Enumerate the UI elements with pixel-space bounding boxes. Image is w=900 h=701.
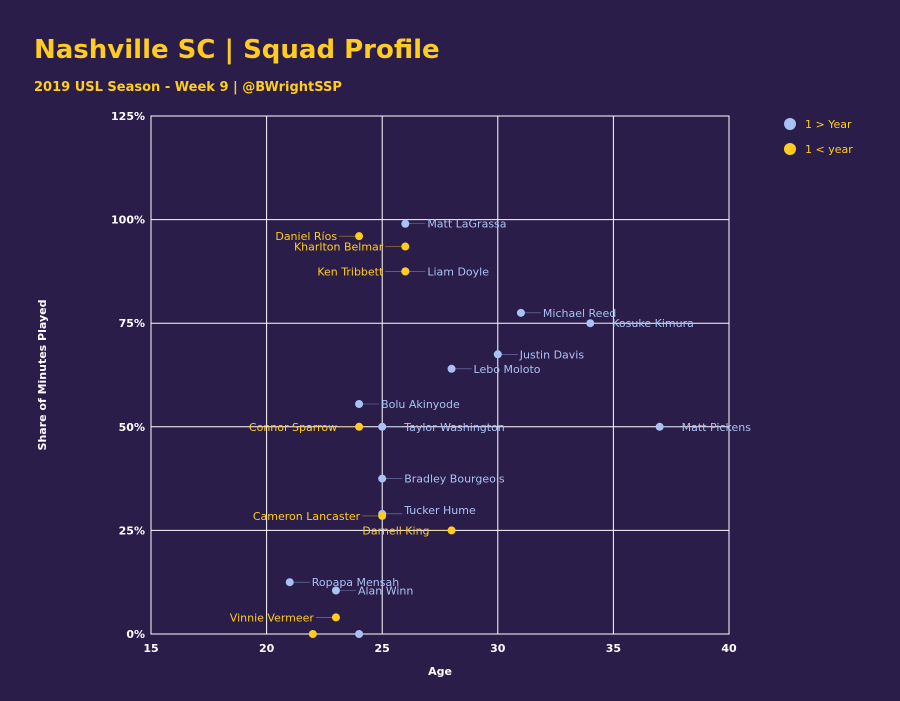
data-labels: Matt LaGrassa Liam Doyle Michael ReedKosuk… xyxy=(230,218,751,625)
point-label: Kharlton Belmar xyxy=(294,241,384,254)
legend-swatch xyxy=(784,143,796,155)
point-label: Cameron Lancaster xyxy=(253,510,361,523)
point-label: Taylor Washington xyxy=(403,421,505,434)
x-tick-label: 35 xyxy=(606,642,621,655)
point-label: Michael Reed xyxy=(543,307,616,320)
x-tick-label: 15 xyxy=(143,642,158,655)
point-label: Bradley Bourgeois xyxy=(404,473,505,486)
data-point xyxy=(331,586,340,595)
chart-title: Nashville SC | Squad Profile xyxy=(34,35,440,65)
point-label: Justin Davis xyxy=(519,348,585,361)
legend-swatch xyxy=(784,118,796,130)
point-label: Kosuke Kimura xyxy=(612,317,694,330)
label-leader-lines xyxy=(289,223,680,618)
chart-subtitle: 2019 USL Season - Week 9 | @BWrightSSP xyxy=(34,80,342,95)
data-point xyxy=(516,308,525,317)
data-point xyxy=(285,578,294,587)
data-point xyxy=(355,630,364,638)
y-tick-label: 125% xyxy=(111,110,145,123)
data-point xyxy=(493,350,502,359)
data-point xyxy=(378,422,387,431)
point-label: Bolu Akinyode xyxy=(381,398,460,411)
point-label: Lebo Moloto xyxy=(474,363,541,376)
point-label: Matt LaGrassa xyxy=(427,218,506,231)
data-point xyxy=(401,219,410,228)
data-point xyxy=(401,267,410,276)
y-tick-label: 25% xyxy=(119,524,145,537)
point-label: Vinnie Vermeer xyxy=(230,611,315,624)
point-label: Liam Doyle xyxy=(427,265,489,278)
data-point xyxy=(378,511,387,520)
legend: 1 > Year 1 < year xyxy=(784,118,853,156)
legend-label: 1 < year xyxy=(805,143,853,156)
x-tick-label: 20 xyxy=(259,642,275,655)
point-label: Connor Sparrow xyxy=(249,421,337,434)
data-point xyxy=(655,422,664,431)
point-label: Tucker Hume xyxy=(403,504,476,517)
point-label: Daniel Ríos xyxy=(275,230,337,243)
data-point xyxy=(447,526,456,535)
x-axis-title: Age xyxy=(428,665,452,678)
y-tick-label: 100% xyxy=(111,214,145,227)
data-point xyxy=(401,242,410,251)
data-point xyxy=(331,613,340,622)
point-label: Ropapa Mensah xyxy=(312,576,400,589)
y-axis-title: Share of Minutes Played xyxy=(36,300,49,451)
data-point xyxy=(355,232,364,241)
data-point xyxy=(308,630,317,638)
plot-area: 15 20 25 30 35 40 0% 25% 50% 75% 100% 125% Matt La… xyxy=(111,110,751,655)
x-tick-label: 25 xyxy=(375,642,390,655)
legend-label: 1 > Year xyxy=(805,118,852,131)
grid-lines xyxy=(150,115,730,635)
x-axis-ticks: 15 20 25 30 35 40 xyxy=(143,642,737,655)
data-point xyxy=(586,319,595,328)
point-label: Ken Tribbett xyxy=(317,265,384,278)
data-point xyxy=(355,400,364,409)
y-tick-label: 75% xyxy=(119,317,145,330)
y-axis-ticks: 0% 25% 50% 75% 100% 125% xyxy=(111,110,145,641)
y-tick-label: 50% xyxy=(119,421,145,434)
data-point xyxy=(355,422,364,431)
point-label: Matt Pickens xyxy=(682,421,752,434)
data-point xyxy=(447,364,456,373)
x-tick-label: 40 xyxy=(721,642,737,655)
data-points xyxy=(285,219,664,638)
plot-frame xyxy=(150,115,730,635)
point-label: Alan Winn xyxy=(358,584,413,597)
y-tick-label: 0% xyxy=(126,628,145,641)
point-label: Darnell King xyxy=(362,524,429,537)
data-point xyxy=(378,474,387,483)
x-tick-label: 30 xyxy=(490,642,506,655)
